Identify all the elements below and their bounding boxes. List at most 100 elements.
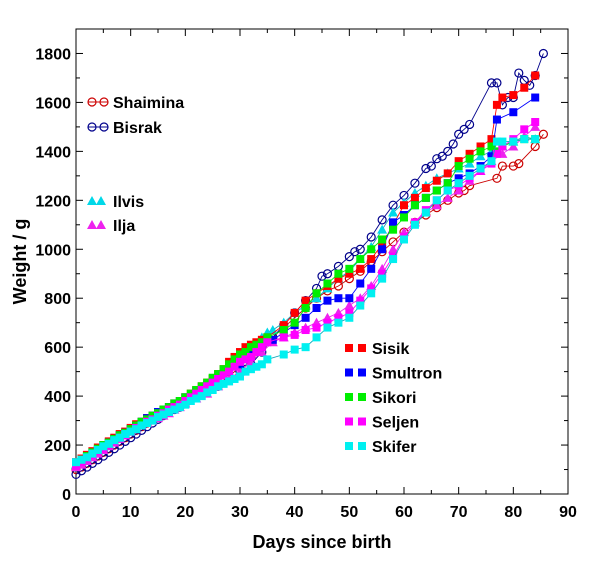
- data-point-seljen: [257, 343, 266, 352]
- x-tick-label: 70: [450, 504, 468, 521]
- data-point-bisrak: [426, 161, 436, 171]
- data-point-skifer: [82, 453, 91, 462]
- data-point-skifer: [476, 164, 485, 173]
- y-tick-label: 800: [44, 291, 71, 308]
- data-point-skifer: [236, 372, 244, 381]
- data-point-skifer: [219, 379, 228, 388]
- data-point-skifer: [421, 208, 430, 217]
- y-axis-title: Weight / g: [10, 219, 30, 305]
- data-point-sikori: [252, 340, 261, 349]
- data-point-shaimina: [514, 159, 524, 169]
- data-point-sisik: [301, 296, 310, 305]
- data-point-seljen: [312, 323, 321, 332]
- data-point-bisrak: [448, 139, 458, 149]
- data-point-ilja: [344, 300, 355, 310]
- legend-entry-smultron: Smultron: [345, 366, 442, 383]
- data-point-sisik: [492, 100, 501, 109]
- y-tick-label: 1400: [35, 144, 71, 161]
- data-point-smultron: [334, 294, 343, 303]
- data-point-ilja: [453, 185, 464, 195]
- data-point-seljen: [378, 269, 387, 278]
- data-point-shaimina: [492, 173, 502, 183]
- data-point-skifer: [170, 405, 179, 414]
- data-point-sikori: [421, 193, 430, 202]
- data-point-smultron: [356, 279, 365, 288]
- data-point-seljen: [252, 348, 261, 357]
- data-point-bisrak: [538, 48, 549, 59]
- data-point-sikori: [389, 225, 398, 234]
- data-point-sisik: [290, 308, 299, 317]
- data-point-bisrak: [344, 252, 354, 262]
- data-point-sisik: [279, 321, 288, 330]
- data-point-skifer: [263, 355, 272, 364]
- data-point-sikori: [323, 279, 332, 288]
- x-tick-label: 90: [559, 504, 577, 521]
- data-point-skifer: [252, 362, 261, 371]
- legend-marker: [358, 442, 366, 450]
- data-point-smultron: [323, 296, 332, 305]
- data-point-seljen: [236, 357, 244, 366]
- data-point-skifer: [154, 412, 162, 421]
- data-point-skifer: [520, 135, 529, 144]
- data-point-skifer: [159, 410, 168, 419]
- data-point-sisik: [334, 274, 343, 283]
- legend-marker: [99, 122, 109, 132]
- x-tick-label: 60: [395, 504, 413, 521]
- data-point-ilja: [431, 200, 442, 210]
- data-point-skifer: [356, 301, 365, 310]
- data-point-skifer: [345, 313, 354, 322]
- data-point-smultron: [268, 335, 277, 344]
- data-point-bisrak: [366, 232, 376, 242]
- data-point-bisrak: [432, 154, 442, 164]
- x-axis-title: Days since birth: [252, 532, 391, 552]
- data-point-skifer: [115, 433, 124, 442]
- data-point-sisik: [531, 71, 540, 80]
- x-tick-label: 0: [72, 504, 81, 521]
- y-axis: 0 200 400 600 800 1000 1200 1400 1600 1800: [35, 46, 568, 504]
- y-tick-label: 1000: [35, 242, 71, 259]
- data-point-sisik: [443, 169, 452, 178]
- data-point-skifer: [203, 388, 212, 397]
- x-axis: 0 10 20 30 40 50 60 70 80 90: [72, 29, 577, 521]
- data-point-sikori: [356, 255, 365, 264]
- data-point-skifer: [126, 427, 135, 436]
- data-point-skifer: [99, 442, 108, 451]
- y-tick-label: 1600: [35, 95, 71, 112]
- legend-label: Bisrak: [113, 120, 162, 137]
- series-line-bisrak: [75, 53, 544, 475]
- data-point-skifer: [498, 137, 507, 146]
- data-point-sikori: [263, 333, 272, 342]
- data-point-smultron: [509, 108, 518, 117]
- data-point-bisrak: [421, 163, 431, 174]
- data-point-smultron: [367, 264, 376, 273]
- data-point-sikori: [279, 326, 288, 335]
- data-point-seljen: [323, 318, 332, 327]
- data-point-bisrak: [317, 271, 327, 281]
- data-point-skifer: [181, 400, 190, 409]
- legend-marker: [345, 417, 353, 426]
- data-point-smultron: [312, 304, 321, 312]
- data-point-seljen: [230, 362, 239, 371]
- data-point-ilja: [530, 121, 541, 131]
- data-point-skifer: [230, 374, 239, 383]
- data-point-sikori: [219, 365, 228, 374]
- y-tick-label: 0: [62, 487, 71, 504]
- data-point-skifer: [132, 425, 141, 434]
- legend-marker: [87, 122, 97, 132]
- data-point-sikori: [443, 179, 452, 188]
- data-point-sikori: [236, 350, 244, 359]
- data-point-skifer: [509, 137, 518, 146]
- legend-marker: [96, 196, 106, 205]
- data-point-skifer: [301, 343, 310, 352]
- data-point-ilvis: [464, 158, 475, 168]
- data-point-seljen: [290, 330, 299, 339]
- legend: Shaimina Bisrak Ilvis Ilja Sisik Smultron Siko…: [87, 95, 442, 456]
- data-point-seljen: [219, 371, 228, 380]
- data-point-skifer: [137, 421, 146, 430]
- data-point-bisrak: [514, 68, 524, 78]
- data-point-smultron: [531, 93, 540, 102]
- data-point-sikori: [301, 304, 310, 312]
- legend-label: Sisik: [372, 341, 409, 358]
- y-tick-label: 400: [44, 389, 71, 406]
